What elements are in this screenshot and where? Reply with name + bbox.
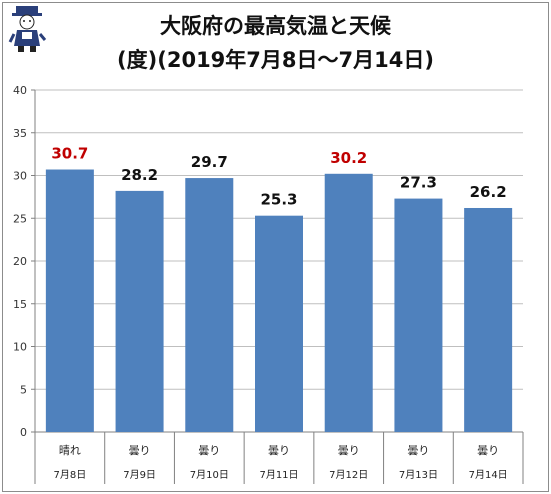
weather-label: 曇り (477, 444, 499, 457)
chart-subtitle: (度)(2019年7月8日〜7月14日) (117, 48, 434, 72)
bar (45, 169, 94, 432)
date-label: 7月9日 (123, 469, 156, 481)
x-category-labels: 晴れ 7月8日 曇り 7月9日 曇り 7月10日 曇り 7月11日 曇り 7月12日 曇り 7月13日… (53, 444, 507, 481)
y-tick-label: 35 (13, 127, 27, 140)
weather-label: 曇り (407, 444, 429, 457)
date-label: 7月12日 (329, 469, 368, 481)
chart-title: 大阪府の最高気温と天候 (160, 14, 391, 38)
value-label: 28.2 (121, 166, 158, 184)
value-label: 26.2 (470, 183, 507, 201)
date-label: 7月8日 (53, 469, 86, 481)
y-tick-label: 20 (13, 255, 27, 268)
y-tick-label: 15 (13, 298, 27, 311)
bars (45, 169, 513, 433)
bar (185, 178, 234, 432)
weather-label: 曇り (198, 444, 220, 457)
mascot-icon (8, 6, 47, 52)
bar (115, 190, 164, 432)
value-label: 27.3 (400, 174, 437, 192)
bar (255, 215, 303, 432)
bar (464, 207, 513, 432)
weather-label: 曇り (338, 444, 360, 457)
y-tick-label: 5 (20, 383, 27, 396)
value-label: 30.2 (330, 149, 367, 167)
bar (324, 173, 373, 433)
value-label: 25.3 (260, 191, 297, 209)
y-tick-label: 10 (13, 341, 27, 354)
value-labels: 30.7 28.2 29.7 25.3 30.2 27.3 26.2 (51, 145, 506, 209)
date-label: 7月14日 (469, 469, 508, 481)
y-tick-label: 0 (20, 426, 27, 439)
weather-label: 晴れ (59, 444, 81, 457)
date-label: 7月10日 (190, 469, 229, 481)
value-label: 30.7 (51, 145, 88, 163)
y-tick-label: 30 (13, 170, 27, 183)
weather-label: 曇り (129, 444, 151, 457)
date-label: 7月13日 (399, 469, 438, 481)
value-label: 29.7 (191, 153, 228, 171)
bar (394, 198, 443, 432)
y-tick-labels: 0 5 10 15 20 25 30 35 40 (13, 84, 27, 439)
weather-label: 曇り (268, 444, 290, 457)
y-tick-label: 40 (13, 84, 27, 97)
y-tick-label: 25 (13, 212, 27, 225)
date-label: 7月11日 (259, 469, 298, 481)
